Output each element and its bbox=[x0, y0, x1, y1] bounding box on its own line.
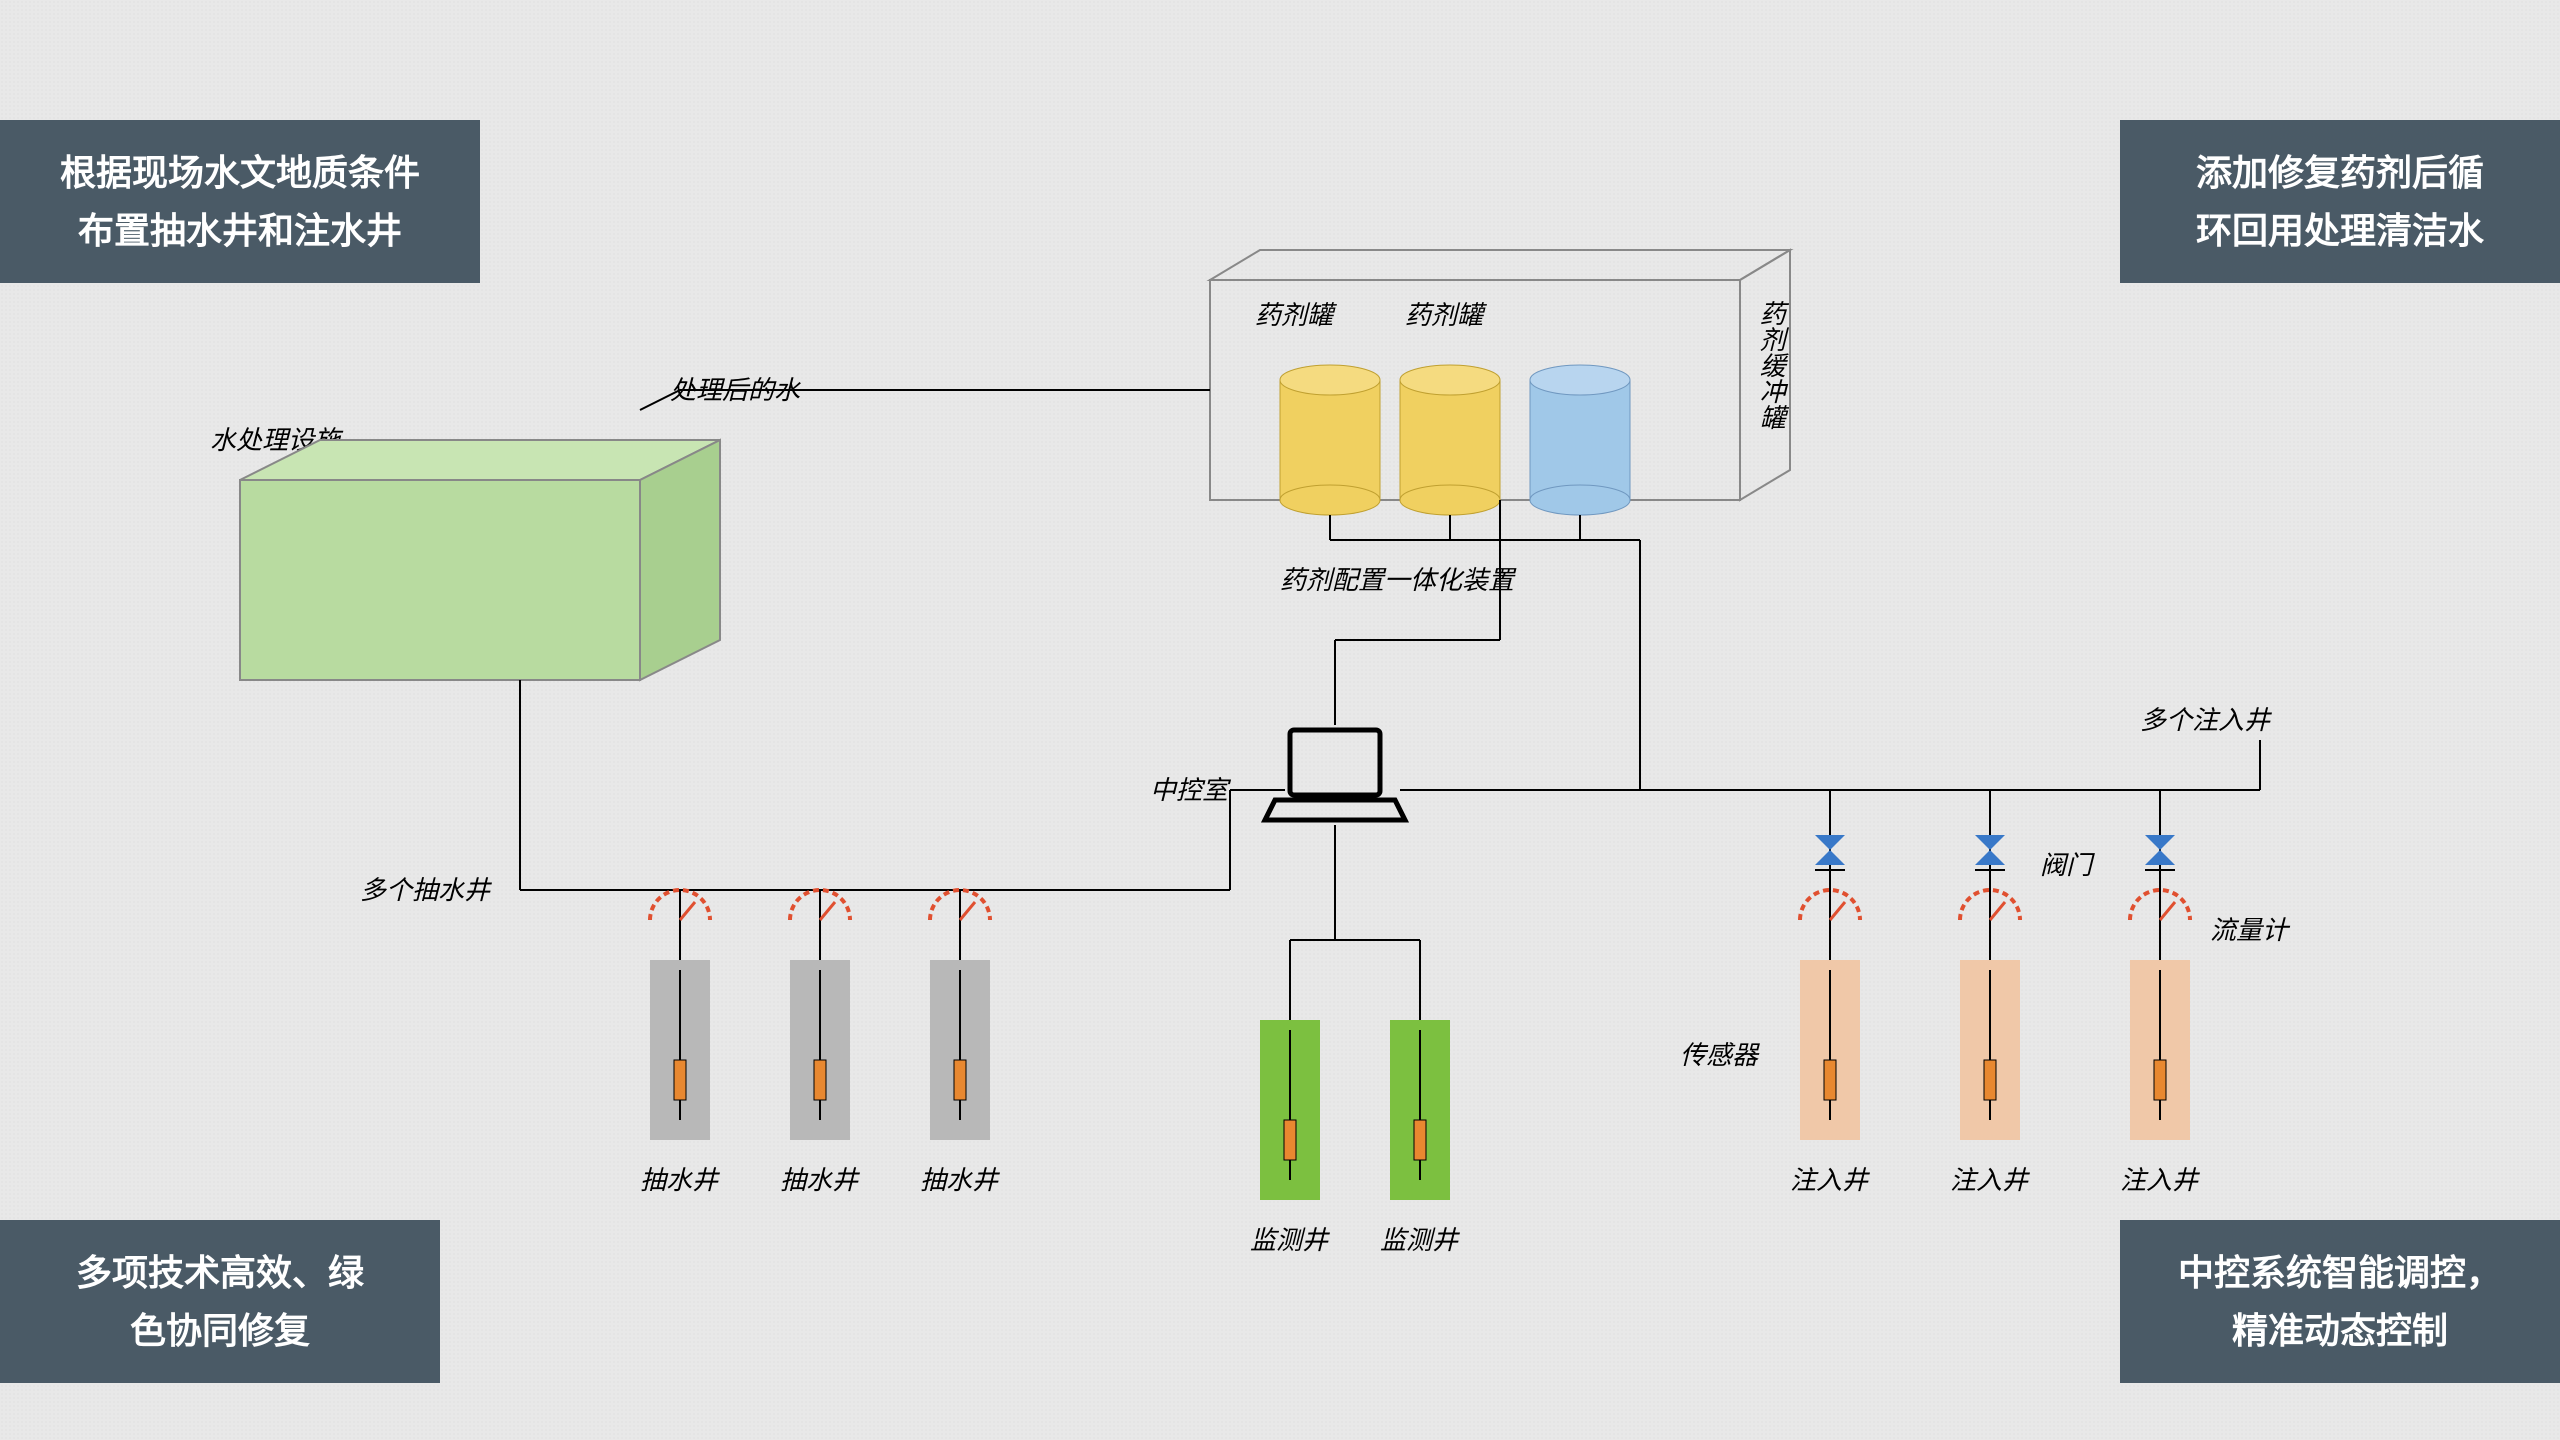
tank-yellow-2-icon bbox=[1400, 365, 1500, 515]
monitor-well-2 bbox=[1390, 1020, 1450, 1200]
inject-well-3 bbox=[2130, 790, 2190, 1140]
monitor-well-1 bbox=[1260, 1020, 1320, 1200]
facility-box-icon bbox=[240, 440, 720, 680]
extract-well-3 bbox=[930, 890, 990, 1140]
inject-well-1 bbox=[1800, 790, 1860, 1140]
extract-well-1 bbox=[650, 890, 710, 1140]
line-facility-to-reagent bbox=[640, 390, 1210, 410]
diagram-svg bbox=[0, 0, 2560, 1440]
inject-well-2 bbox=[1960, 790, 2020, 1140]
extract-well-2 bbox=[790, 890, 850, 1140]
tank-yellow-1-icon bbox=[1280, 365, 1380, 515]
laptop-icon bbox=[1265, 730, 1405, 820]
tank-blue-icon bbox=[1530, 365, 1630, 515]
